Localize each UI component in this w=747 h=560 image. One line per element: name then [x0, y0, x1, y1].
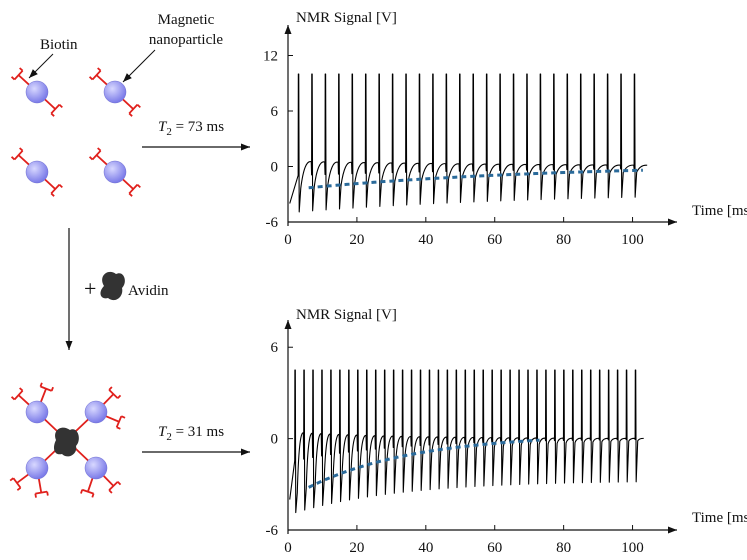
- nanoparticle-core: [25, 400, 49, 424]
- x-tick-label: 0: [284, 540, 292, 556]
- nanoparticle-pointer: [122, 49, 156, 83]
- avidin-icon: [100, 271, 125, 301]
- nanoparticle-core: [25, 80, 49, 104]
- nanoparticle: [10, 382, 54, 424]
- biotin-linker: [39, 382, 54, 403]
- x-tick-label: 60: [487, 540, 502, 556]
- chart-bottom-xlabel: Time [ms]: [692, 510, 747, 526]
- plus-sign: +: [84, 276, 96, 301]
- x-tick-label: 100: [621, 232, 644, 248]
- biotin-linker: [103, 475, 122, 494]
- biotin-linker: [103, 386, 122, 405]
- biotin-linker: [44, 178, 63, 197]
- nanoparticle: [10, 147, 63, 197]
- x-tick-label: 60: [487, 232, 502, 248]
- y-tick-label: 0: [271, 160, 279, 176]
- x-tick-label: 20: [349, 232, 364, 248]
- decay-fit-line: [308, 438, 540, 489]
- decay-fit-line: [308, 168, 643, 190]
- magnetic-label-line1: Magnetic: [158, 12, 215, 28]
- nanoparticle-core: [25, 160, 49, 184]
- biotin-label: Biotin: [40, 37, 78, 53]
- nanoparticle-core: [84, 400, 108, 424]
- nmr-chart-top: NMR Signal [V] Time [ms] 0 20 40 60 80 100 -6 0…: [263, 10, 747, 248]
- nanoparticle: [80, 456, 122, 498]
- top-t2-label: T2 = 73 ms: [158, 119, 224, 138]
- biotin-linker: [10, 387, 30, 406]
- y-tick-label: 0: [271, 432, 279, 448]
- avidin-label: Avidin: [128, 283, 169, 299]
- y-tick-label: 6: [271, 104, 279, 120]
- biotin-pointer: [28, 53, 54, 79]
- aggregated-cluster: [9, 382, 126, 498]
- biotin-linker: [122, 178, 141, 197]
- nanoparticle: [9, 456, 49, 498]
- nanoparticle: [84, 386, 126, 430]
- signal-trace: [289, 369, 644, 514]
- biotin-linker: [44, 98, 63, 117]
- nanoparticle: [88, 67, 141, 117]
- biotin-linker: [34, 478, 49, 498]
- biotin-linker: [9, 473, 29, 491]
- biotin-linker: [10, 67, 30, 86]
- nmr-chart-bottom: NMR Signal [V] Time [ms] 0 20 40 60 80 100 -6 0…: [266, 307, 747, 556]
- nanoparticle-core: [103, 160, 127, 184]
- x-tick-label: 80: [556, 540, 571, 556]
- x-tick-label: 100: [621, 540, 644, 556]
- x-tick-label: 20: [349, 540, 364, 556]
- chart-top-ylabel: NMR Signal [V]: [296, 10, 397, 26]
- magnetic-label-line2: nanoparticle: [149, 32, 223, 48]
- y-tick-label: -6: [266, 523, 279, 539]
- y-tick-label: 6: [271, 340, 279, 356]
- y-tick-label: 12: [263, 49, 278, 65]
- biotin-linker: [105, 415, 126, 430]
- y-tick-label: -6: [266, 215, 279, 231]
- chart-bottom-ylabel: NMR Signal [V]: [296, 307, 397, 323]
- signal-trace: [289, 73, 648, 213]
- x-tick-label: 40: [418, 540, 433, 556]
- nanoparticle-core: [84, 456, 108, 480]
- biotin-linker: [88, 67, 108, 86]
- nanoparticle-core: [103, 80, 127, 104]
- biotin-linker: [80, 478, 95, 498]
- nanoparticle: [10, 67, 63, 117]
- cluster-avidin: [54, 427, 79, 457]
- x-tick-label: 40: [418, 232, 433, 248]
- nanoparticle: [88, 147, 141, 197]
- biotin-linker: [122, 98, 141, 117]
- x-tick-label: 80: [556, 232, 571, 248]
- bottom-t2-label: T2 = 31 ms: [158, 424, 224, 443]
- biotin-linker: [88, 147, 108, 166]
- chart-top-xlabel: Time [ms]: [692, 203, 747, 219]
- free-nanoparticles: [10, 67, 141, 197]
- nanoparticle-core: [25, 456, 49, 480]
- biotin-linker: [10, 147, 30, 166]
- x-tick-label: 0: [284, 232, 292, 248]
